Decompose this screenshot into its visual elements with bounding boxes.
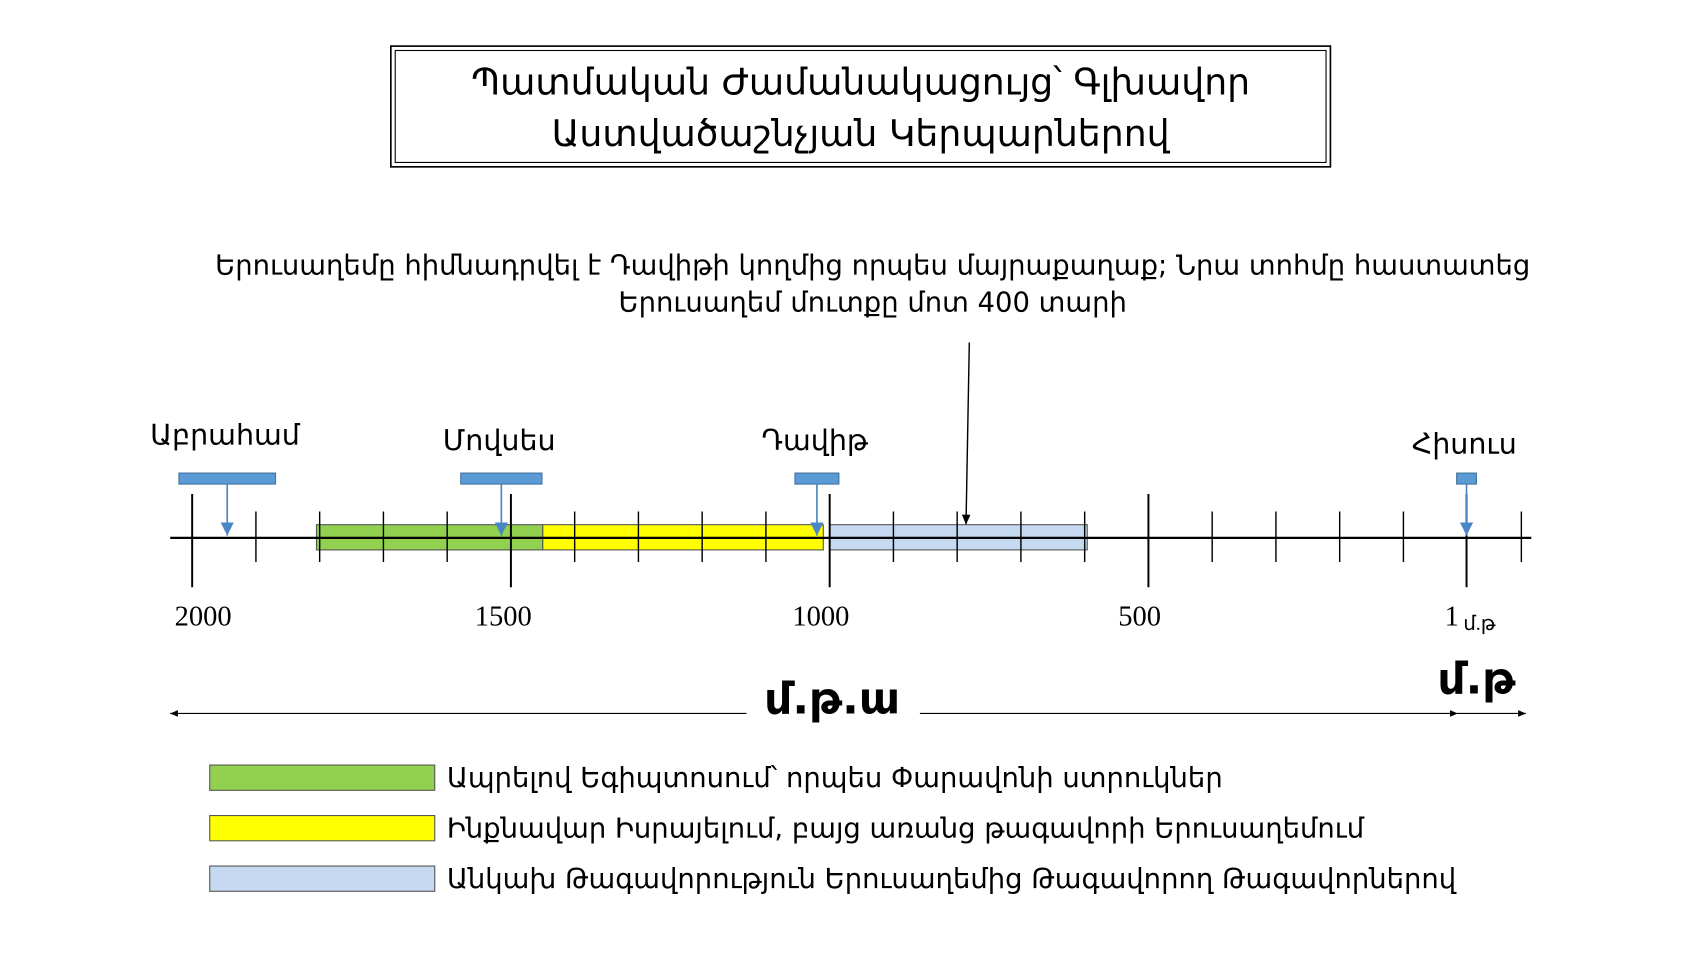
annotation: Երուսաղեմը հիմնադրվել է Դավիթի կողմից որ…: [215, 250, 1530, 281]
title-frame: [390, 45, 1332, 168]
legend-label: Ինքնավար Իսրայելում, բայց առանց թագավորի…: [447, 814, 1365, 845]
title-frame-inner: [394, 49, 1327, 164]
person-label: Դավիթ: [761, 424, 868, 457]
person-label: Աբրահամ: [150, 419, 301, 452]
tick-label: 500: [1118, 602, 1161, 633]
era-bc: մ.թ.ա: [764, 673, 900, 724]
tick-label: 1000: [792, 602, 849, 633]
person-label: Մովսես: [443, 424, 556, 457]
title: Աստվածաշնչյան Կերպարներով: [552, 112, 1171, 155]
tick-label: 1: [1445, 602, 1459, 633]
tick-label-suffix: մ.թ: [1463, 613, 1495, 635]
tick-label: 2000: [175, 602, 232, 633]
legend-label: Անկախ Թագավորություն Երուսաղեմից Թագավոր…: [447, 864, 1457, 895]
person-marker: [794, 472, 840, 485]
legend-swatch: [209, 764, 436, 791]
legend-swatch: [209, 865, 436, 892]
annotation-arrow: [961, 342, 971, 525]
person-marker: [1456, 472, 1477, 485]
person-marker: [178, 472, 277, 485]
era-ad: մ.թ: [1437, 654, 1516, 705]
tick-label: 1500: [475, 602, 532, 633]
annotation: Երուսաղեմ մուտքը մոտ 400 տարի: [619, 288, 1127, 319]
legend-label: Ապրելով Եգիպտոսում՝ որպես Փարավոնի ստրու…: [447, 763, 1223, 794]
legend-swatch: [209, 815, 436, 842]
person-marker: [460, 472, 543, 485]
person-label: Հիսուս: [1412, 427, 1517, 460]
title: Պատմական Ժամանակացույց՝ Գլխավոր: [471, 60, 1250, 103]
